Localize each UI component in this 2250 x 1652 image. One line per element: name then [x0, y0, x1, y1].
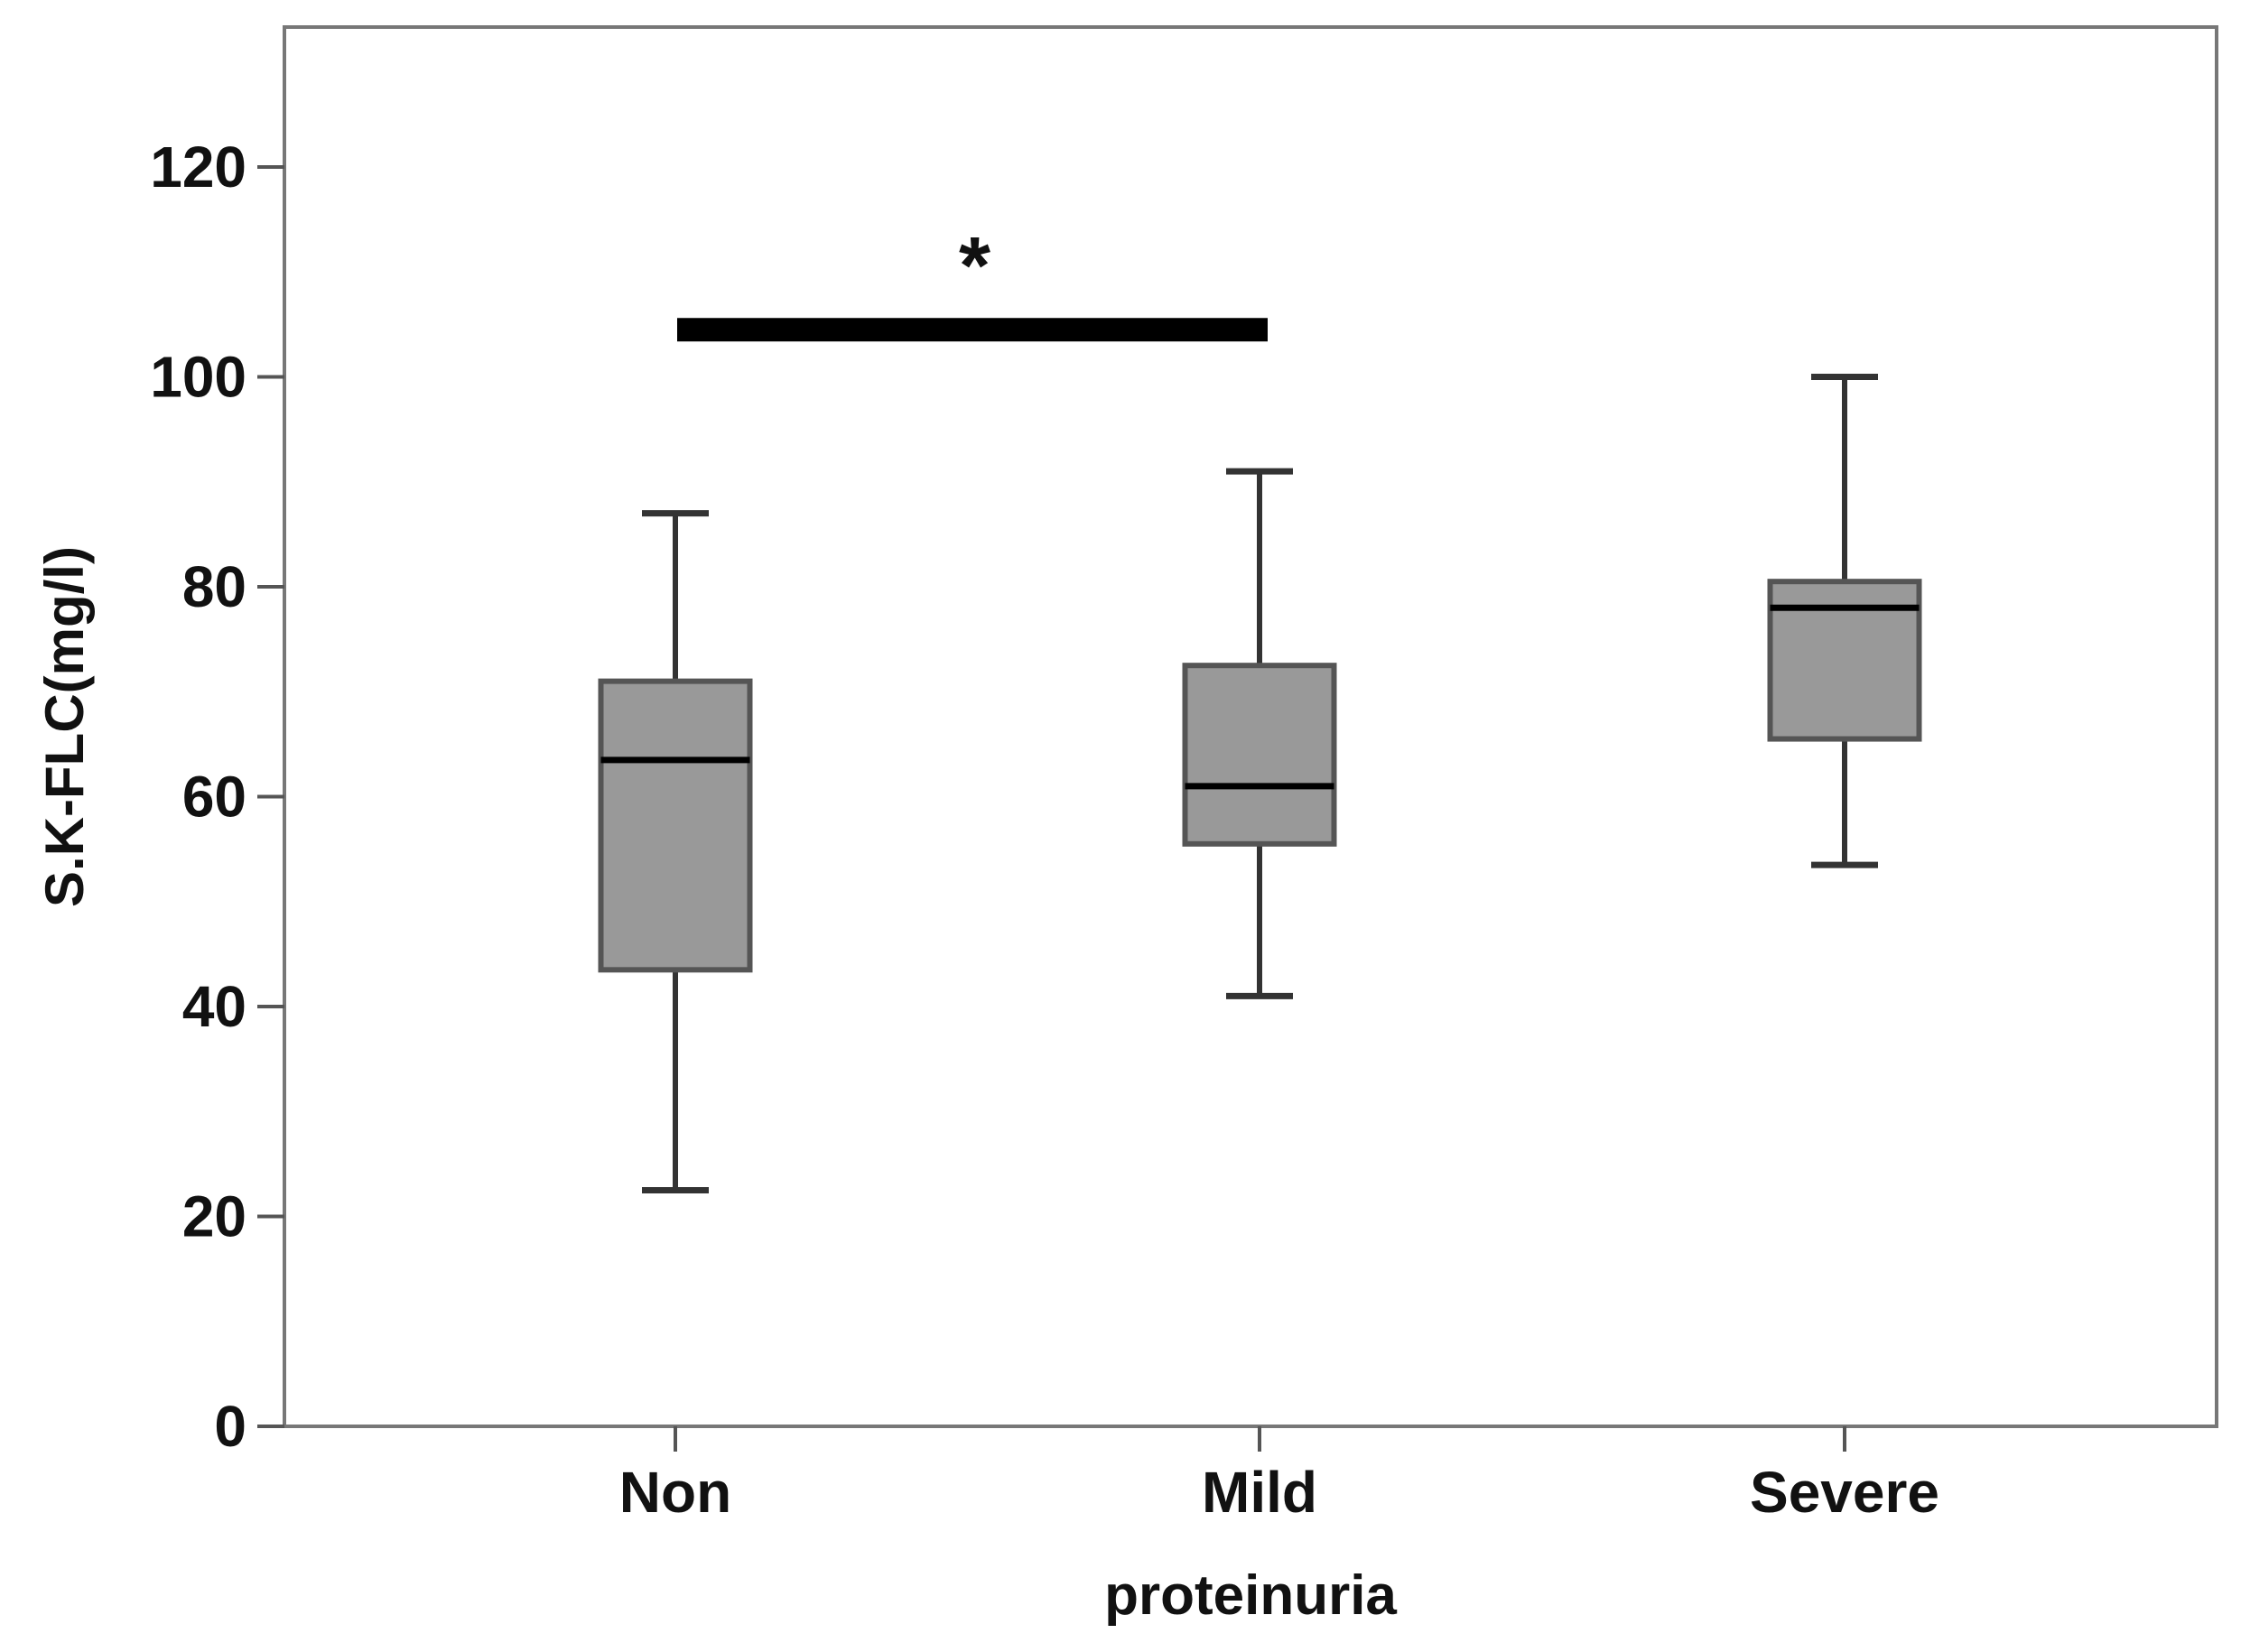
box-severe	[1767, 374, 1922, 868]
y-tick-label: 120	[150, 135, 246, 200]
x-axis: Non Mild Severe	[619, 1426, 1939, 1525]
x-axis-title: proteinuria	[1104, 1564, 1397, 1627]
x-tick-label: Mild	[1202, 1460, 1317, 1525]
iqr-box	[598, 678, 753, 973]
y-tick-label: 20	[182, 1184, 246, 1249]
boxes	[598, 374, 1922, 1193]
y-axis-title: S.K-FLC(mg/l)	[34, 546, 95, 907]
box-non	[598, 510, 753, 1193]
iqr-box	[1182, 663, 1337, 847]
box-mild	[1182, 468, 1337, 999]
y-tick-label: 60	[182, 765, 246, 830]
significance-asterisk: *	[959, 221, 990, 311]
y-tick-label: 0	[214, 1394, 246, 1459]
y-axis: 0 20 40 60 80 100 120	[150, 135, 284, 1459]
x-tick-label: Non	[619, 1460, 731, 1525]
x-tick-label: Severe	[1750, 1460, 1939, 1525]
y-tick-label: 100	[150, 345, 246, 410]
y-tick-label: 80	[182, 554, 246, 619]
y-tick-label: 40	[182, 974, 246, 1039]
